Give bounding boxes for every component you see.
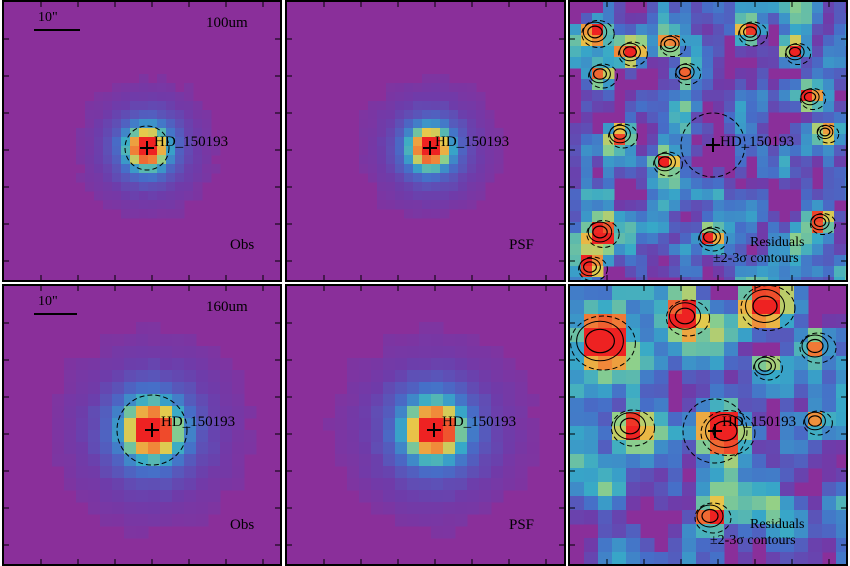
residual-label-line2: ±2-3σ contours <box>710 533 796 548</box>
residual-label-line2: ±2-3σ contours <box>713 251 799 266</box>
band-label: 160um <box>206 299 248 315</box>
scale-bar <box>34 29 80 31</box>
target-label: HD_150193 <box>442 414 517 430</box>
panel-label: PSF <box>509 237 535 253</box>
psf-image-100um <box>287 2 564 280</box>
panel-100um-psf: HD_150193 PSF <box>285 0 566 282</box>
residual-label-line1: Residuals <box>750 517 805 532</box>
panel-100um-obs: 10" 100um HD_150193 Obs <box>2 0 282 282</box>
scale-bar <box>34 313 77 315</box>
obs-image-100um <box>4 2 280 280</box>
panel-label: Obs <box>230 237 255 253</box>
psf-image-160um <box>287 286 564 564</box>
panel-label: Obs <box>230 517 255 533</box>
panel-label: PSF <box>509 517 535 533</box>
target-label: HD_150193 <box>720 134 795 150</box>
target-label: HD_150193 <box>435 134 510 150</box>
panel-100um-residual: HD_150193 Residuals ±2-3σ contours <box>568 0 848 282</box>
residual-image-160um <box>570 286 846 564</box>
target-label: HD_150193 <box>722 414 797 430</box>
target-label: HD_150193 <box>161 414 236 430</box>
residual-label-line1: Residuals <box>750 235 805 250</box>
panel-160um-residual: HD_150193 Residuals ±2-3σ contours <box>568 284 848 566</box>
scale-bar-label: 10" <box>38 10 58 25</box>
panel-160um-psf: HD_150193 PSF <box>285 284 566 566</box>
target-label: HD_150193 <box>154 134 229 150</box>
residual-image-100um <box>570 2 846 280</box>
obs-image-160um <box>4 286 280 564</box>
scale-bar-label: 10" <box>38 294 58 309</box>
panel-160um-obs: 10" 160um HD_150193 Obs <box>2 284 282 566</box>
band-label: 100um <box>206 15 248 31</box>
